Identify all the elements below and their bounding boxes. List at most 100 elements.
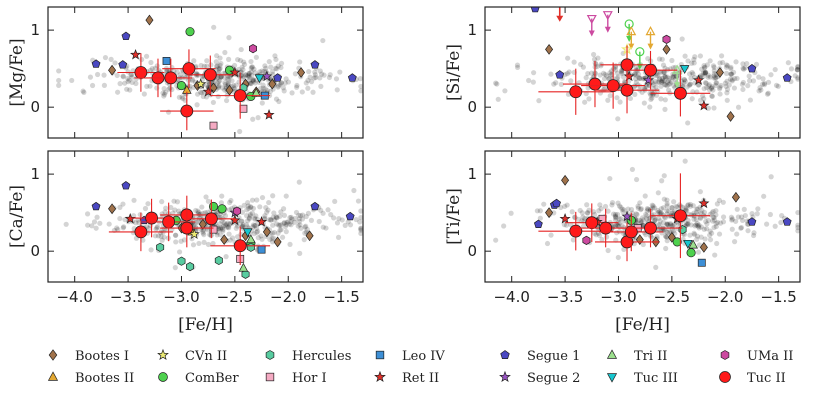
field-star (239, 223, 245, 229)
legend-label: Segue 2 (527, 371, 580, 386)
field-star (698, 234, 704, 240)
marker-tri-ii (246, 234, 256, 244)
tuc-ii-point (210, 226, 271, 266)
field-star (226, 231, 232, 237)
field-star (173, 232, 179, 238)
y-axis-label: [Ti/Fe] (444, 188, 464, 245)
field-star (295, 223, 301, 229)
field-star (106, 221, 112, 227)
field-star (695, 82, 701, 88)
tuc-ii-marker (233, 239, 247, 253)
field-star (687, 203, 694, 209)
field-star (307, 74, 313, 80)
field-star (202, 210, 208, 216)
field-star (662, 106, 668, 112)
field-star (283, 229, 289, 235)
field-star (289, 216, 295, 222)
field-star (714, 201, 720, 207)
limit-head (588, 30, 595, 37)
tuc-ii-marker (624, 225, 638, 239)
field-star (633, 211, 639, 217)
legend-item-bootes-i: Bootes I (48, 349, 129, 364)
field-star (213, 63, 220, 69)
field-star (659, 230, 665, 236)
field-star (694, 222, 700, 229)
legend-marker (500, 350, 510, 359)
field-star (698, 210, 704, 216)
field-star (189, 78, 196, 84)
field-star (336, 215, 342, 222)
x-tick-label: −4.0 (56, 288, 92, 306)
field-star (702, 70, 708, 76)
field-star (717, 84, 723, 90)
field-star (761, 193, 767, 199)
field-star (239, 209, 246, 215)
limit-head (674, 82, 681, 89)
field-star (261, 68, 267, 75)
field-star (135, 217, 141, 223)
field-star (656, 56, 663, 62)
field-star (252, 216, 258, 222)
field-star (214, 232, 220, 238)
field-star (159, 199, 165, 205)
field-star (633, 176, 640, 183)
field-star (662, 69, 668, 75)
field-star (667, 220, 674, 227)
field-star (246, 70, 252, 76)
field-star (226, 77, 232, 83)
field-star (292, 216, 298, 222)
field-star (245, 200, 251, 206)
field-star (701, 65, 707, 71)
marker-bootes-i (726, 111, 735, 122)
field-star (296, 216, 303, 222)
field-star (632, 76, 639, 82)
field-star (193, 71, 199, 77)
field-star (658, 96, 664, 102)
field-star (711, 217, 718, 223)
field-star (514, 62, 521, 68)
tuc-ii-marker (585, 216, 599, 230)
legend-item-hercules: Hercules (265, 349, 351, 364)
marker-comber (185, 27, 195, 37)
field-star (278, 222, 284, 228)
field-star (292, 219, 298, 225)
field-star (154, 224, 161, 230)
tuc-ii-marker (162, 215, 176, 229)
legend-marker (47, 371, 59, 381)
field-star (742, 212, 748, 219)
tuc-ii-marker (180, 221, 194, 235)
field-star (795, 228, 800, 234)
field-star (250, 224, 256, 230)
marker-bootes-i (699, 241, 708, 253)
field-star (658, 206, 664, 212)
field-star (196, 209, 202, 216)
field-star (713, 74, 719, 81)
field-star (657, 218, 663, 224)
field-star (243, 222, 250, 228)
marker-ret-ii (229, 66, 241, 78)
field-star (669, 57, 675, 64)
field-star (147, 67, 154, 74)
field-star (749, 211, 755, 217)
field-star (241, 202, 247, 208)
tuc-ii-point (187, 199, 235, 239)
field-star (647, 104, 653, 110)
field-star (720, 214, 727, 220)
field-star (129, 74, 135, 80)
field-star (277, 227, 283, 233)
field-star (219, 218, 225, 224)
field-star (222, 49, 228, 56)
field-star (80, 88, 86, 94)
field-star (691, 210, 697, 216)
field-star (612, 211, 619, 218)
field-star (669, 205, 675, 211)
field-star (722, 80, 728, 86)
tuc-ii-point (160, 208, 214, 248)
marker-segue-1 (345, 211, 355, 221)
field-star (250, 116, 256, 122)
field-star (537, 215, 543, 221)
field-star (729, 71, 735, 77)
field-star (609, 199, 616, 206)
field-star (145, 201, 151, 207)
field-star (93, 225, 99, 231)
